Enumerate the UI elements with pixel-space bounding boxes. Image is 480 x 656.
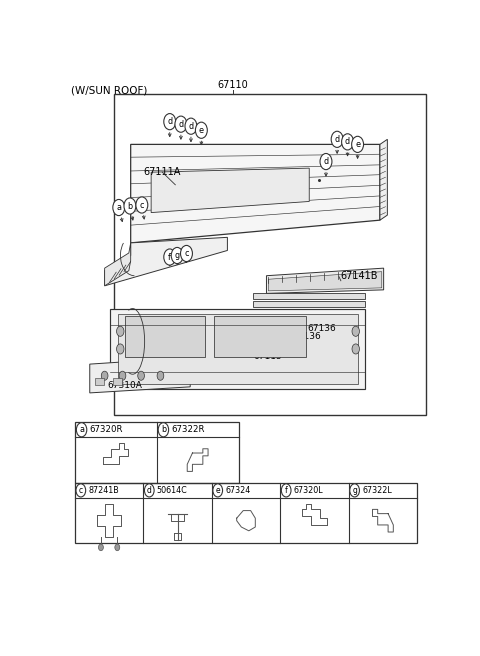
Circle shape bbox=[213, 484, 223, 497]
Circle shape bbox=[117, 326, 124, 337]
Text: 67320L: 67320L bbox=[294, 486, 323, 495]
Text: g: g bbox=[352, 486, 357, 495]
Circle shape bbox=[98, 544, 103, 550]
Circle shape bbox=[76, 422, 87, 437]
Circle shape bbox=[195, 122, 207, 138]
Circle shape bbox=[281, 484, 291, 497]
Circle shape bbox=[171, 247, 183, 264]
Polygon shape bbox=[380, 139, 387, 220]
Circle shape bbox=[352, 344, 360, 354]
Text: c: c bbox=[184, 249, 189, 258]
Text: d: d bbox=[335, 135, 340, 144]
Text: c: c bbox=[79, 486, 83, 495]
Polygon shape bbox=[105, 237, 228, 286]
Text: 67324: 67324 bbox=[225, 486, 251, 495]
Polygon shape bbox=[253, 301, 365, 307]
Text: 67136: 67136 bbox=[307, 324, 336, 333]
Polygon shape bbox=[266, 268, 384, 293]
Bar bbox=[75, 422, 239, 483]
Text: e: e bbox=[355, 140, 360, 149]
Circle shape bbox=[119, 371, 126, 380]
Text: 67141B: 67141B bbox=[341, 271, 378, 281]
Circle shape bbox=[136, 197, 148, 213]
Circle shape bbox=[115, 544, 120, 550]
Text: d: d bbox=[147, 486, 152, 495]
Circle shape bbox=[164, 113, 176, 130]
Text: 67320R: 67320R bbox=[90, 425, 123, 434]
Circle shape bbox=[331, 131, 343, 148]
Text: a: a bbox=[79, 425, 84, 434]
Text: d: d bbox=[324, 157, 328, 166]
Circle shape bbox=[157, 371, 164, 380]
Text: f: f bbox=[168, 253, 171, 262]
Text: (W/SUN ROOF): (W/SUN ROOF) bbox=[71, 86, 147, 96]
Bar bbox=[95, 378, 104, 385]
Polygon shape bbox=[118, 314, 358, 384]
Text: 50614C: 50614C bbox=[156, 486, 188, 495]
Text: 67111A: 67111A bbox=[144, 167, 181, 177]
Circle shape bbox=[144, 484, 154, 497]
Bar bbox=[114, 94, 426, 415]
Text: d: d bbox=[179, 119, 183, 129]
Circle shape bbox=[101, 371, 108, 380]
Text: c: c bbox=[140, 201, 144, 209]
Text: d: d bbox=[345, 137, 350, 146]
Circle shape bbox=[185, 118, 197, 134]
Circle shape bbox=[175, 116, 187, 133]
Text: 87241B: 87241B bbox=[88, 486, 119, 495]
Circle shape bbox=[352, 326, 360, 337]
Polygon shape bbox=[105, 243, 131, 286]
Text: 67310A: 67310A bbox=[108, 380, 143, 390]
Polygon shape bbox=[253, 293, 365, 299]
Polygon shape bbox=[151, 168, 309, 213]
Text: e: e bbox=[216, 486, 220, 495]
Text: e: e bbox=[199, 126, 204, 134]
Bar bbox=[75, 483, 417, 543]
Text: 67110: 67110 bbox=[217, 80, 248, 90]
Polygon shape bbox=[215, 316, 305, 357]
Polygon shape bbox=[90, 358, 190, 393]
Text: b: b bbox=[127, 201, 132, 211]
Circle shape bbox=[76, 484, 85, 497]
Circle shape bbox=[342, 134, 353, 150]
Circle shape bbox=[350, 484, 360, 497]
Text: f: f bbox=[285, 486, 288, 495]
Text: 67115: 67115 bbox=[253, 352, 282, 361]
Circle shape bbox=[352, 136, 363, 152]
Polygon shape bbox=[268, 272, 382, 291]
Text: g: g bbox=[175, 251, 180, 260]
Text: a: a bbox=[116, 203, 121, 212]
Circle shape bbox=[124, 198, 136, 214]
Circle shape bbox=[320, 154, 332, 170]
Circle shape bbox=[113, 199, 125, 216]
Polygon shape bbox=[131, 144, 380, 243]
Polygon shape bbox=[125, 316, 205, 357]
Text: 67322R: 67322R bbox=[172, 425, 205, 434]
Text: d: d bbox=[188, 122, 193, 131]
Circle shape bbox=[117, 344, 124, 354]
Text: 67322L: 67322L bbox=[362, 486, 392, 495]
Text: 67136: 67136 bbox=[292, 332, 321, 341]
Circle shape bbox=[158, 422, 168, 437]
Bar bbox=[113, 378, 122, 385]
Polygon shape bbox=[110, 308, 365, 390]
Text: b: b bbox=[161, 425, 166, 434]
Circle shape bbox=[180, 245, 192, 262]
Circle shape bbox=[138, 371, 144, 380]
Circle shape bbox=[164, 249, 176, 265]
Text: d: d bbox=[167, 117, 172, 126]
